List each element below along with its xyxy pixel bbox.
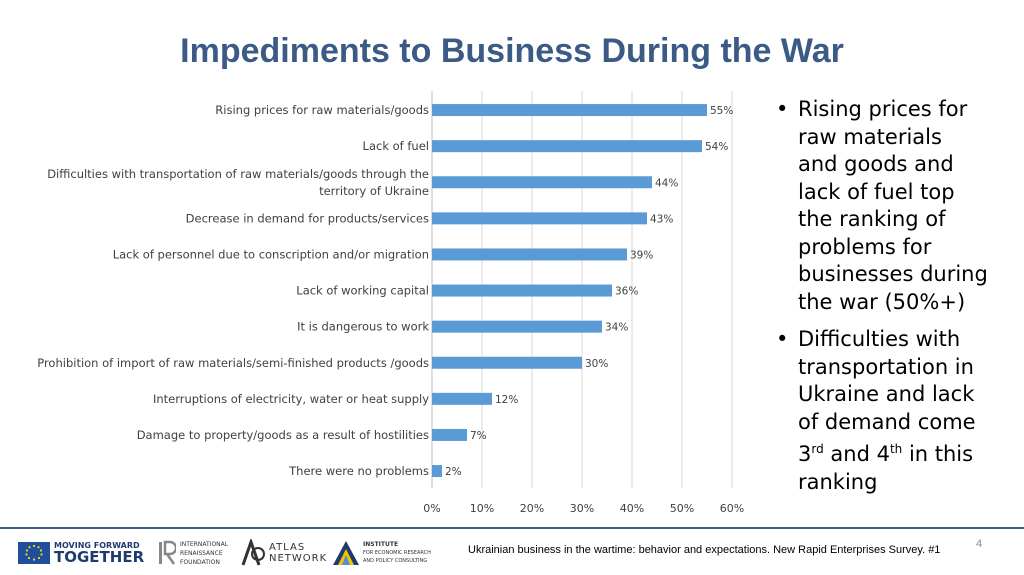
- x-tick-label: 50%: [670, 502, 694, 515]
- bar: [432, 320, 602, 333]
- bullet-2: • Difficulties with transportation in Ukra…: [776, 326, 996, 496]
- data-label: 12%: [495, 394, 518, 406]
- bullet-1-line: and goods and: [798, 152, 954, 176]
- data-label: 54%: [705, 141, 728, 153]
- category-label: Damage to property/goods as a result of …: [137, 428, 429, 442]
- bullet-dot: •: [776, 327, 789, 351]
- bullet-1: • Rising prices for raw materials and good…: [776, 96, 996, 316]
- category-label: Rising prices for raw materials/goods: [215, 103, 429, 117]
- bullet-1-line: the war (50%+): [798, 289, 966, 314]
- page-number: 4: [976, 538, 983, 550]
- bullet-2-line: Ukraine and lack: [798, 382, 975, 406]
- category-label: It is dangerous to work: [297, 320, 429, 334]
- bullet-dot: •: [776, 97, 789, 121]
- category-label: Prohibition of import of raw materials/s…: [37, 356, 429, 370]
- data-label: 36%: [615, 286, 638, 298]
- category-label: Lack of personnel due to conscription an…: [113, 247, 429, 261]
- data-label: 43%: [650, 213, 673, 225]
- category-label: Lack of fuel: [363, 139, 429, 153]
- data-label: 2%: [445, 466, 462, 478]
- bar: [432, 212, 647, 225]
- data-label: 55%: [710, 105, 733, 117]
- data-label: 34%: [605, 322, 628, 334]
- ier-logo: INSTITUTE FOR ECONOMIC RESEARCH AND POLI…: [332, 536, 431, 570]
- moving-forward-together-logo: MOVING FORWARD TOGETHER: [18, 536, 144, 570]
- footer-source-note: Ukrainian business in the wartime: behav…: [468, 544, 941, 556]
- bar: [432, 356, 582, 369]
- bar: [432, 248, 627, 261]
- eu-flag-icon: [18, 542, 50, 564]
- bullet-1-line: Rising prices for: [798, 97, 968, 121]
- x-tick-label: 0%: [423, 502, 440, 515]
- bullet-2-final-line: ranking: [798, 469, 878, 494]
- bar: [432, 428, 467, 441]
- bar: [432, 284, 612, 297]
- category-label: Decrease in demand for products/services: [186, 211, 429, 225]
- bullet-1-line: the ranking of: [798, 207, 946, 231]
- data-label: 30%: [585, 358, 608, 370]
- data-label: 39%: [630, 249, 653, 261]
- bullet-2-line: transportation in: [798, 354, 974, 379]
- data-label: 44%: [655, 177, 678, 189]
- bar: [432, 104, 707, 117]
- ier-triangle-icon: [333, 541, 359, 565]
- bar: [432, 392, 492, 405]
- atlas-mark-icon: [241, 539, 265, 566]
- x-tick-label: 60%: [720, 502, 744, 515]
- x-tick-label: 20%: [520, 502, 544, 515]
- bullet-2-text: Difficulties with transportation in Ukrain…: [798, 326, 996, 436]
- bar: [432, 176, 652, 189]
- category-label: territory of Ukraine: [319, 184, 429, 198]
- bullet-1-line: raw materials: [798, 124, 942, 149]
- irf-mark-icon: [159, 540, 176, 565]
- category-label: Difficulties with transportation of raw …: [47, 167, 429, 181]
- slide-title: Impediments to Business During the War: [180, 32, 844, 70]
- key-findings: • Rising prices for raw materials and good…: [776, 96, 996, 506]
- atlas-network-logo: ATLAS NETWORK: [240, 536, 327, 570]
- category-label: There were no problems: [288, 464, 429, 478]
- x-tick-label: 30%: [570, 502, 594, 515]
- bullet-1-line: businesses during: [798, 262, 988, 286]
- irf-logo: INTERNATIONAL RENAISSANCE FOUNDATION: [158, 536, 228, 570]
- bullet-1-line: problems for: [798, 234, 932, 259]
- x-tick-label: 40%: [620, 502, 644, 515]
- bullet-2-ranking-line: 3rd and 4th in this: [798, 442, 974, 466]
- x-tick-label: 10%: [470, 502, 494, 515]
- bullet-2-line: Difficulties with: [798, 327, 961, 351]
- category-label: Interruptions of electricity, water or h…: [153, 392, 429, 406]
- bar: [432, 140, 702, 153]
- data-label: 7%: [470, 430, 487, 442]
- category-label: Lack of working capital: [296, 284, 429, 298]
- bar-chart: 0% 10% 20% 30% 40% 50% 60% 55% Rising prices for…: [37, 91, 744, 515]
- bar: [432, 465, 442, 478]
- bullet-1-line: lack of fuel top: [798, 179, 955, 204]
- footer-divider: [0, 527, 1024, 529]
- bullet-2-line: of demand come: [798, 409, 976, 434]
- bullet-1-text: Rising prices for raw materials and goods …: [798, 96, 996, 316]
